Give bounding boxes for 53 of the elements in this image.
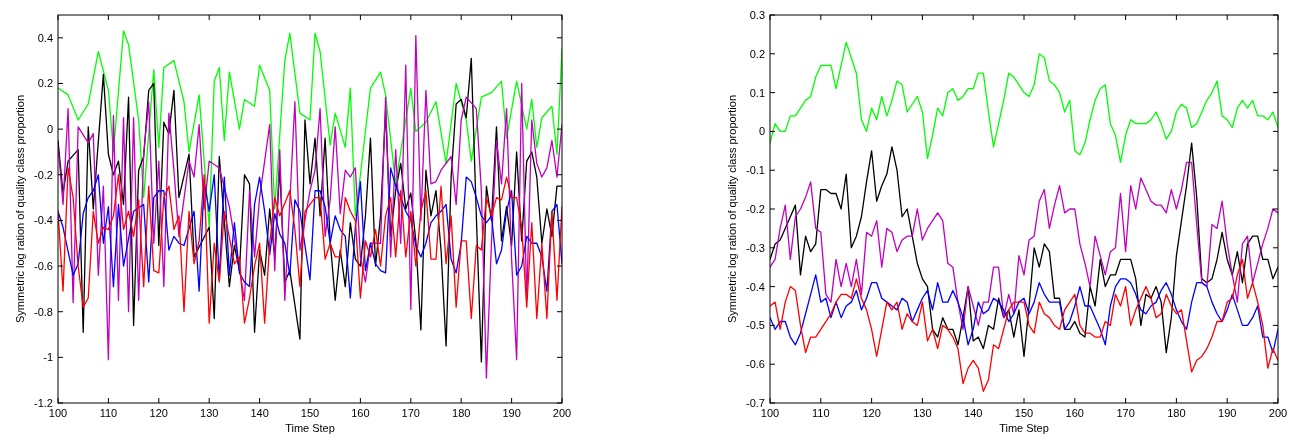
- x-tick-label: 160: [1065, 407, 1084, 419]
- x-tick-label: 130: [913, 407, 932, 419]
- x-tick-label: 110: [99, 407, 118, 419]
- y-tick-label: -1.2: [34, 397, 53, 409]
- line-series: [770, 258, 1278, 393]
- x-axis-title: Time Step: [285, 422, 335, 434]
- y-tick-label: -0.7: [746, 397, 765, 409]
- x-tick-label: 170: [401, 407, 420, 419]
- y-tick-label: 0.3: [749, 9, 765, 21]
- line-series: [58, 167, 562, 299]
- line-series: [58, 30, 562, 228]
- x-tick-label: 170: [1116, 407, 1135, 419]
- y-tick-label: -0.1: [746, 164, 765, 177]
- y-tick-label: -1: [43, 351, 53, 364]
- y-tick-label: -0.6: [746, 358, 765, 371]
- x-axis-title: Time Step: [999, 422, 1049, 434]
- x-tick-label: 120: [862, 407, 881, 419]
- x-tick-label: 100: [760, 407, 780, 419]
- x-tick-label: 190: [502, 407, 521, 419]
- x-tick-label: 100: [48, 407, 68, 419]
- y-axis-title: Symmetric log ration of quality class proportion: [726, 94, 738, 324]
- y-tick-label: -0.3: [746, 241, 765, 254]
- x-tick-label: 190: [1218, 407, 1237, 419]
- y-tick-label: 0.2: [749, 47, 765, 60]
- x-tick-label: 140: [964, 407, 983, 419]
- x-tick-label: 150: [1014, 407, 1034, 419]
- line-series: [770, 41, 1278, 164]
- line-series: [770, 274, 1278, 354]
- y-tick-label: -0.4: [34, 214, 53, 227]
- y-tick-label: -0.6: [34, 260, 53, 273]
- x-tick-label: 110: [812, 407, 830, 419]
- y-tick-label: -0.4: [746, 280, 765, 293]
- y-axis-title: Symmetric log ration of quality class proportion: [14, 94, 26, 324]
- y-tick-label: -0.2: [746, 203, 765, 215]
- line-series: [58, 167, 562, 324]
- x-tick-label: 180: [1167, 407, 1186, 419]
- y-tick-label: 0.2: [37, 77, 53, 90]
- y-tick-label: 0.1: [749, 86, 765, 99]
- y-tick-label: 0.4: [37, 31, 53, 44]
- y-tick-label: 0: [758, 125, 765, 138]
- x-tick-label: 140: [250, 407, 269, 419]
- x-tick-label: 160: [351, 407, 370, 419]
- y-tick-label: -0.8: [34, 305, 53, 318]
- x-tick-label: 180: [452, 407, 471, 419]
- x-tick-label: 150: [300, 407, 320, 419]
- x-tick-label: 120: [149, 407, 168, 419]
- y-tick-label: -0.2: [34, 168, 53, 181]
- x-tick-label: 200: [552, 407, 572, 419]
- y-tick-label: -0.5: [746, 319, 765, 332]
- x-tick-label: 200: [1268, 407, 1288, 419]
- line-series: [770, 161, 1278, 330]
- x-tick-label: 130: [200, 407, 219, 419]
- y-tick-label: 0: [46, 123, 53, 136]
